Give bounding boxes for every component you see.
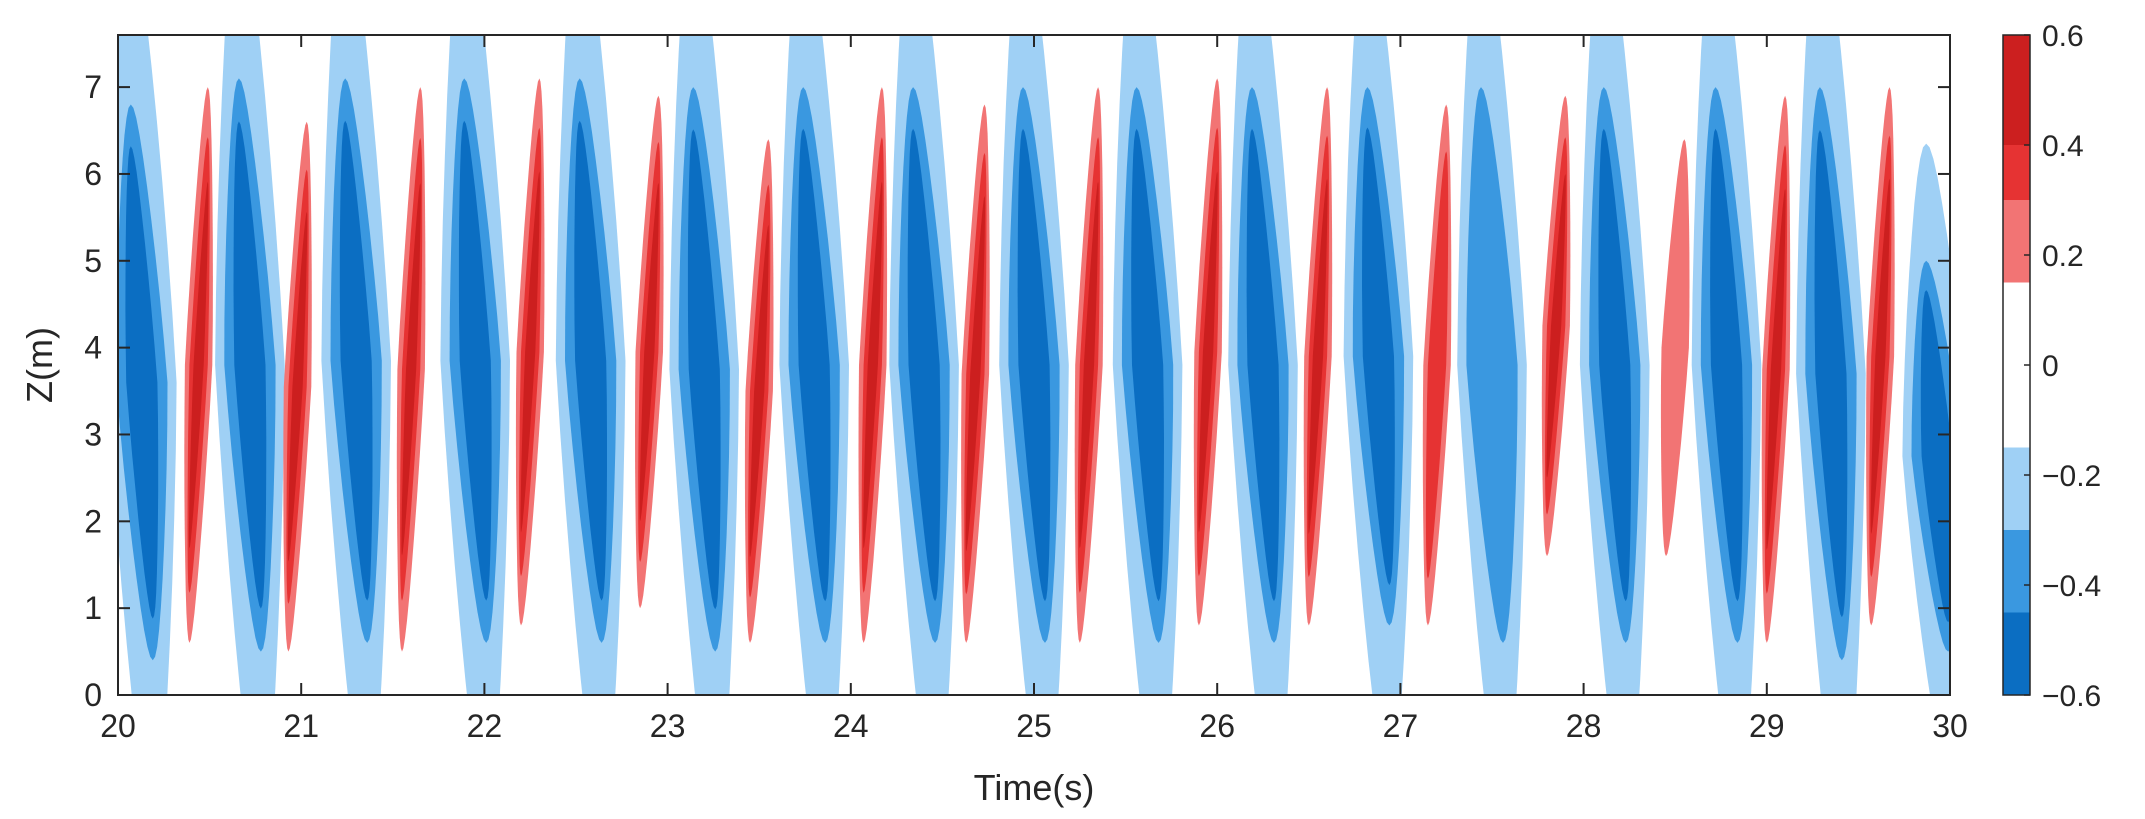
x-tick-label-24: 24 <box>833 708 869 744</box>
colorbar-tick-label-2: 0.2 <box>2042 240 2084 273</box>
colorbar-tick-label-1: 0.4 <box>2042 130 2084 163</box>
positive-band-14-level-2 <box>1766 188 1786 550</box>
x-tick-label-28: 28 <box>1566 708 1602 744</box>
y-tick-label-4: 4 <box>84 330 102 366</box>
x-tick-label-21: 21 <box>283 708 319 744</box>
colorbar-tick-label-0: 0.6 <box>2042 20 2084 53</box>
colorbar-tick-label-5: −0.4 <box>2042 570 2101 603</box>
y-tick-label-3: 3 <box>84 416 102 452</box>
negative-band-13-level-2 <box>1598 128 1632 602</box>
positive-band-9-level-2 <box>1198 171 1218 533</box>
x-axis-label: Time(s) <box>974 767 1095 808</box>
positive-band-3-level-2 <box>520 171 540 533</box>
colorbar-tick-label-3: 0 <box>2042 350 2059 383</box>
positive-band-13-level-0 <box>1660 139 1690 557</box>
positive-band-11-level-1 <box>1425 151 1449 579</box>
negative-band-0-level-2 <box>125 146 159 619</box>
colorbar-level-0 <box>2003 35 2030 145</box>
x-tick-label-25: 25 <box>1016 708 1052 744</box>
positive-band-5-level-2 <box>749 224 769 558</box>
x-tick-label-27: 27 <box>1383 708 1419 744</box>
negative-band-4-level-2 <box>574 120 607 601</box>
negative-band-12-level-2 <box>1475 128 1509 602</box>
x-tick-label-29: 29 <box>1749 708 1785 744</box>
positive-band-15-level-2 <box>1870 178 1891 534</box>
y-tick-label-5: 5 <box>84 243 102 279</box>
colorbar-level-1 <box>2003 145 2030 200</box>
negative-band-7-level-2 <box>907 128 941 602</box>
y-tick-label-6: 6 <box>84 156 102 192</box>
positive-band-7-level-2 <box>965 196 986 552</box>
negative-band-11-level-2 <box>1362 127 1395 586</box>
positive-band-6-level-2 <box>863 181 883 549</box>
positive-band-8-level-2 <box>1079 181 1099 549</box>
y-tick-label-2: 2 <box>84 503 102 539</box>
colorbar-level-6 <box>2003 612 2030 695</box>
colorbar-tick-label-4: −0.2 <box>2042 460 2101 493</box>
negative-band-14-level-2 <box>1710 128 1743 602</box>
y-tick-label-7: 7 <box>84 69 102 105</box>
positive-band-2-level-2 <box>401 183 421 556</box>
contour-field <box>118 35 1950 695</box>
negative-band-15-level-2 <box>1814 130 1848 618</box>
colorbar-level-5 <box>2003 530 2030 613</box>
negative-band-5-level-2 <box>687 129 721 610</box>
positive-band-1-level-2 <box>287 211 308 562</box>
colorbar: 0.6 0.4 0.2 0 −0.2 −0.4 −0.6 <box>2002 20 2101 713</box>
colorbar-level-2 <box>2003 200 2030 283</box>
y-tick-label-1: 1 <box>84 590 102 626</box>
negative-band-2-level-2 <box>339 120 373 601</box>
negative-band-1-level-2 <box>233 121 267 609</box>
x-tick-label-23: 23 <box>650 708 686 744</box>
positive-band-12-level-2 <box>1546 174 1566 478</box>
negative-band-16-level-2 <box>1920 290 1950 623</box>
y-axis-label: Z(m) <box>19 327 60 403</box>
x-tick-label-26: 26 <box>1199 708 1235 744</box>
positive-band-0-level-2 <box>188 181 209 549</box>
positive-band-4-level-2 <box>639 182 659 522</box>
negative-band-3-level-2 <box>458 120 492 601</box>
colorbar-tick-label-6: −0.6 <box>2042 680 2101 713</box>
x-tick-label-20: 20 <box>100 708 136 744</box>
x-tick-label-22: 22 <box>467 708 503 744</box>
y-tick-label-0: 0 <box>84 677 102 713</box>
x-tick-label-30: 30 <box>1932 708 1968 744</box>
negative-band-8-level-2 <box>1017 128 1051 602</box>
negative-band-10-level-2 <box>1246 128 1280 602</box>
negative-band-6-level-2 <box>797 128 831 602</box>
negative-band-9-level-2 <box>1131 128 1164 602</box>
colorbar-level-4 <box>2003 447 2030 530</box>
positive-band-10-level-2 <box>1308 178 1328 534</box>
